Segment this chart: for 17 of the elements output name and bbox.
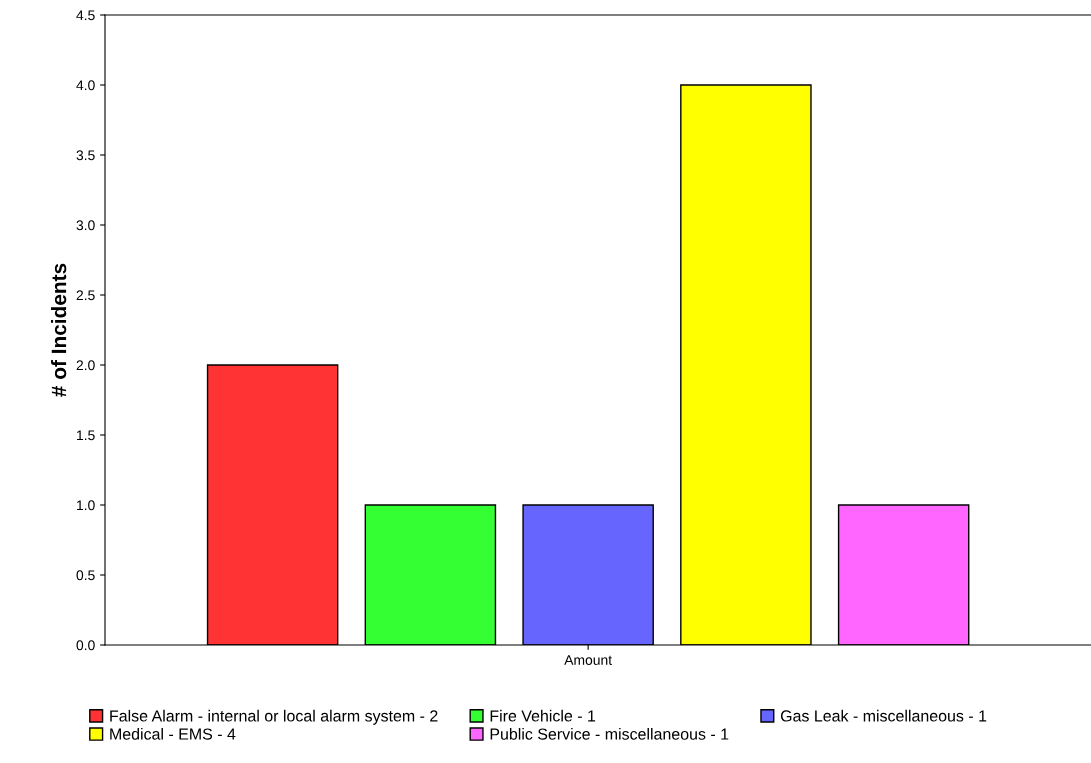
y-tick-label: 1.5: [77, 430, 95, 441]
y-tick-label: 0.5: [76, 570, 95, 581]
legend-label: Gas Leak - miscellaneous - 1: [780, 709, 987, 722]
y-tick-label: 4.5: [76, 10, 95, 21]
legend-label: False Alarm - internal or local alarm system - 2: [110, 709, 438, 725]
x-tick-label: Amount: [564, 655, 612, 665]
y-tick-label: 4.0: [76, 80, 95, 91]
legend-label: Public Service - miscellaneous - 1: [490, 728, 729, 740]
y-tick-label: 0.0: [76, 640, 95, 651]
y-axis-title: # of Incidents: [51, 263, 67, 397]
y-tick-label: 2.5: [76, 290, 95, 301]
y-tick-label: 3.5: [76, 150, 95, 161]
legend-label: Medical - EMS - 4: [110, 728, 236, 740]
y-tick-label: 3.0: [76, 220, 95, 231]
legend-label: Fire Vehicle - 1: [490, 709, 596, 722]
y-tick-label: 1.0: [77, 500, 95, 511]
y-tick-label: 2.0: [76, 360, 95, 371]
